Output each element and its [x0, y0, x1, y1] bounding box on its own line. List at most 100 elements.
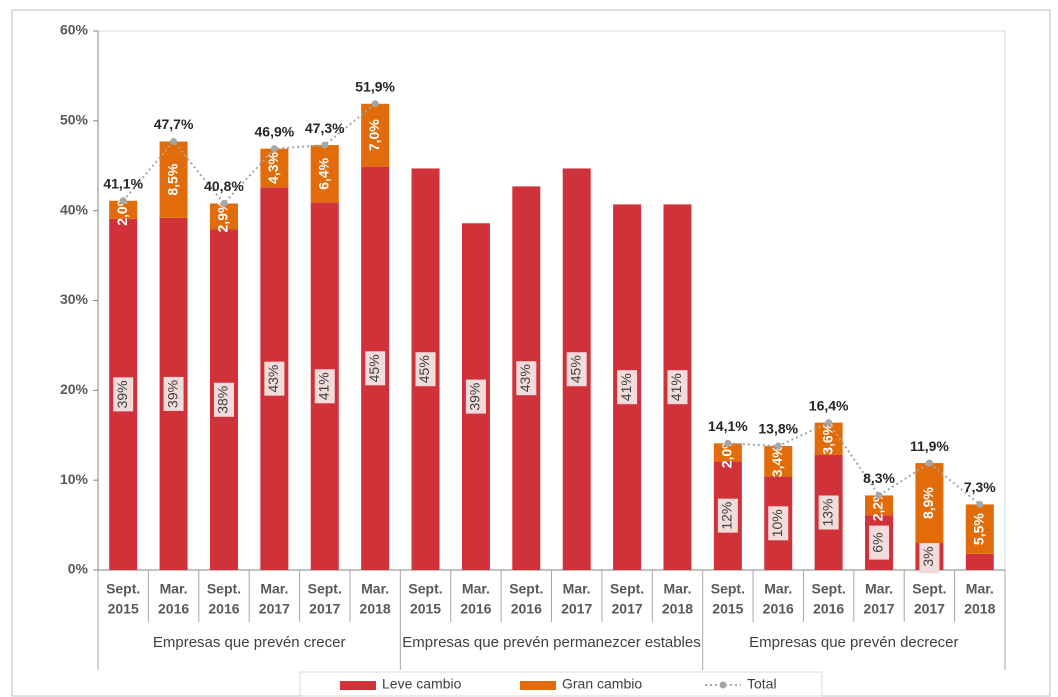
- x-tick-label: Mar.: [462, 581, 490, 597]
- bar-segment: [915, 463, 944, 544]
- x-tick-label: Mar.: [563, 581, 591, 597]
- total-point: [875, 491, 883, 499]
- data-label-box: [768, 506, 789, 541]
- x-tick-label: 2017: [612, 601, 643, 617]
- data-label: 8,9%: [920, 487, 936, 519]
- data-label-box: [264, 361, 285, 396]
- data-label: 4,3%: [265, 151, 281, 183]
- total-point: [774, 442, 782, 450]
- data-label-box: [415, 352, 436, 387]
- x-tick-label: 2016: [511, 601, 542, 617]
- x-tick-label: Mar.: [160, 581, 188, 597]
- y-tick-label: 30%: [60, 291, 89, 307]
- data-label: 43%: [265, 365, 281, 393]
- legend-label: Total: [747, 676, 777, 692]
- total-label: 13,8%: [758, 421, 798, 437]
- y-tick-label: 0%: [68, 561, 89, 577]
- data-label: 45%: [567, 355, 583, 383]
- x-tick-label: 2017: [309, 601, 340, 617]
- legend-swatch: [520, 681, 556, 690]
- x-tick-label: 2018: [964, 601, 995, 617]
- total-point: [371, 100, 379, 108]
- total-label: 8,3%: [863, 470, 895, 486]
- legend-point: [719, 681, 727, 689]
- x-tick-label: 2018: [360, 601, 391, 617]
- bar-segment: [209, 203, 238, 230]
- x-tick-label: Sept.: [308, 581, 342, 597]
- total-label: 11,9%: [910, 438, 949, 454]
- total-point: [825, 419, 833, 427]
- bar-segment: [965, 504, 994, 554]
- x-tick-label: Sept.: [106, 581, 140, 597]
- bar-segment: [159, 141, 188, 218]
- data-label-box: [919, 539, 940, 574]
- data-label-box: [566, 352, 587, 387]
- total-point: [724, 439, 732, 447]
- data-label: 38%: [215, 386, 231, 414]
- x-tick-label: Sept.: [812, 581, 846, 597]
- x-tick-label: Sept.: [711, 581, 745, 597]
- bar-segment: [764, 446, 793, 477]
- x-tick-label: 2016: [460, 601, 491, 617]
- bar-segment: [713, 443, 742, 462]
- data-label-box: [163, 376, 184, 411]
- x-tick-label: 2016: [763, 601, 794, 617]
- group-label: Empresas que prevén decrecer: [749, 634, 959, 651]
- x-tick-label: 2016: [208, 601, 239, 617]
- x-tick-label: Sept.: [408, 581, 442, 597]
- total-label: 41,1%: [103, 175, 143, 191]
- x-tick-label: Sept.: [207, 581, 241, 597]
- total-label: 47,3%: [305, 120, 345, 136]
- data-label: 3%: [920, 546, 936, 566]
- data-label: 7,0%: [366, 119, 382, 151]
- y-tick-label: 10%: [60, 471, 89, 487]
- data-label: 2,9%: [215, 200, 231, 232]
- data-label: 39%: [114, 380, 130, 408]
- x-tick-label: Mar.: [966, 581, 994, 597]
- x-tick-label: 2018: [662, 601, 693, 617]
- total-point: [321, 141, 329, 149]
- data-label: 41%: [618, 373, 634, 401]
- group-label-box: Empresas que prevén decrecer: [749, 634, 959, 651]
- y-tick-label: 50%: [60, 112, 89, 128]
- bar-segment: [361, 103, 390, 167]
- total-line: [122, 102, 981, 506]
- x-tick-label: 2017: [863, 601, 894, 617]
- data-label-box: [667, 370, 688, 405]
- data-label-box: [365, 351, 386, 386]
- data-label: 3,6%: [819, 422, 835, 454]
- legend-label: Gran cambio: [562, 676, 642, 692]
- data-label: 13%: [819, 498, 835, 526]
- total-point: [119, 197, 127, 205]
- group-label: Empresas que prevén crecer: [152, 634, 346, 651]
- data-label-box: [617, 370, 638, 405]
- x-tick-label: 2015: [712, 601, 743, 617]
- x-tick-label: 2016: [158, 601, 189, 617]
- bar-segment: [310, 145, 339, 203]
- bar-segment: [965, 553, 994, 570]
- bar-segment: [865, 495, 894, 516]
- legend-swatch: [340, 681, 376, 690]
- x-tick-label: Sept.: [912, 581, 946, 597]
- total-point: [170, 137, 178, 145]
- x-tick-label: Mar.: [361, 581, 389, 597]
- total-label: 51,9%: [355, 78, 395, 94]
- data-label-box: [818, 495, 839, 530]
- data-label: 39%: [467, 383, 483, 411]
- data-label: 6%: [870, 532, 886, 552]
- data-label: 10%: [769, 509, 785, 537]
- total-label: 16,4%: [809, 397, 849, 413]
- data-label: 41%: [315, 372, 331, 400]
- data-label: 5,5%: [971, 513, 987, 545]
- group-label-box: Empresas que prevén permanezcer estables: [402, 634, 701, 651]
- legend-label: Leve cambio: [382, 676, 462, 692]
- total-point: [976, 500, 984, 508]
- data-label-box: [465, 379, 486, 414]
- x-tick-label: 2017: [914, 601, 945, 617]
- data-label-box: [869, 525, 890, 560]
- x-tick-label: Mar.: [663, 581, 691, 597]
- x-tick-label: 2016: [813, 601, 844, 617]
- legend-box: [299, 671, 823, 697]
